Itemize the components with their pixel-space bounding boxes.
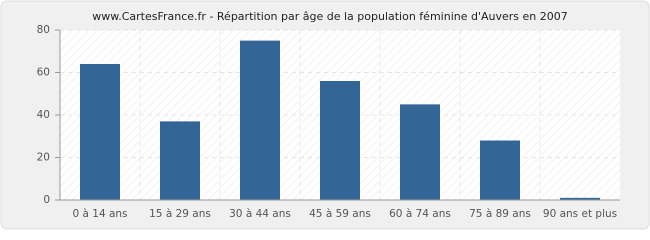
- x-tick-label: 0 à 14 ans: [72, 208, 127, 220]
- y-tick-label: 0: [43, 194, 50, 206]
- x-tick-label: 30 à 44 ans: [229, 208, 291, 220]
- bar: [320, 81, 360, 200]
- x-tick-label: 60 à 74 ans: [389, 208, 451, 220]
- bar: [240, 40, 280, 200]
- bar: [80, 64, 120, 200]
- x-tick-label: 45 à 59 ans: [309, 208, 371, 220]
- bar: [480, 140, 520, 200]
- chart-title: www.CartesFrance.fr - Répartition par âg…: [92, 10, 568, 23]
- x-tick-label: 75 à 89 ans: [469, 208, 531, 220]
- y-tick-label: 20: [37, 152, 50, 164]
- bar: [560, 197, 600, 200]
- chart: www.CartesFrance.fr - Répartition par âg…: [0, 0, 650, 230]
- y-tick-label: 40: [37, 109, 50, 121]
- x-tick-label: 90 ans et plus: [543, 208, 617, 220]
- bar: [400, 104, 440, 200]
- y-tick-label: 60: [37, 67, 50, 79]
- x-tick-label: 15 à 29 ans: [149, 208, 211, 220]
- bar: [160, 121, 200, 200]
- y-tick-label: 80: [37, 24, 50, 36]
